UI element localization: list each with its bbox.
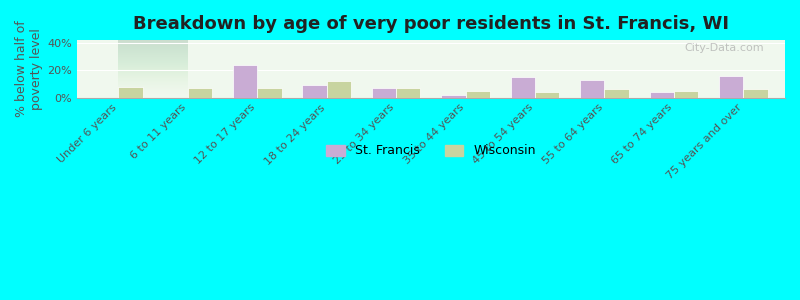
Bar (605, 89, 629, 98)
Bar (650, 92, 674, 98)
Legend: St. Francis, Wisconsin: St. Francis, Wisconsin (321, 140, 541, 162)
Bar (258, 88, 282, 98)
Bar (233, 65, 258, 98)
Bar (118, 87, 142, 98)
Text: City-Data.com: City-Data.com (684, 43, 764, 53)
Bar (466, 91, 490, 98)
Bar (442, 95, 466, 98)
Bar (580, 80, 605, 98)
Y-axis label: % below half of
poverty level: % below half of poverty level (15, 20, 43, 117)
Bar (674, 91, 698, 98)
Title: Breakdown by age of very poor residents in St. Francis, WI: Breakdown by age of very poor residents … (133, 15, 729, 33)
Bar (302, 85, 326, 98)
Bar (396, 88, 421, 98)
Bar (372, 88, 396, 98)
Bar (510, 77, 535, 98)
Bar (743, 89, 768, 98)
Bar (535, 92, 559, 98)
Bar (719, 76, 743, 98)
Bar (188, 88, 212, 98)
Bar (326, 81, 351, 98)
